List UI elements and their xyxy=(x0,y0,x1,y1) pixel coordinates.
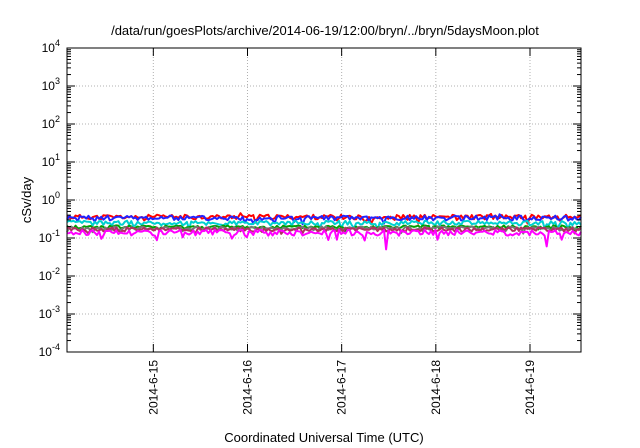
y-axis-label: cSv/day xyxy=(19,176,34,223)
y-tick-label: 10-3 xyxy=(39,304,60,321)
chart-title: /data/run/goesPlots/archive/2014-06-19/1… xyxy=(111,23,539,38)
series-line xyxy=(66,213,582,226)
y-tick-label: 104 xyxy=(42,38,60,55)
series-line xyxy=(66,228,582,251)
plot-frame xyxy=(66,47,582,353)
series-line xyxy=(66,226,582,235)
y-tick-labels: 10-4 10-3 10-2 10-1 100 101 102 103 104 xyxy=(39,38,60,359)
y-tick-label: 102 xyxy=(42,114,60,131)
y-tick-label: 10-4 xyxy=(39,342,60,359)
series-layer xyxy=(66,212,582,251)
y-tick-label: 10-1 xyxy=(39,228,60,245)
x-tick-label: 2014-6-19 xyxy=(523,360,537,415)
x-tick-labels: 2014-6-15 2014-6-16 2014-6-17 2014-6-18 2014… xyxy=(146,360,537,415)
y-tick-label: 103 xyxy=(42,76,60,93)
x-tick-label: 2014-6-17 xyxy=(335,360,349,415)
grid xyxy=(67,48,581,352)
y-tick-label: 10-2 xyxy=(39,266,60,283)
y-tick-label: 101 xyxy=(42,152,60,169)
ticks xyxy=(67,47,581,353)
x-tick-label: 2014-6-18 xyxy=(429,360,443,415)
series-line xyxy=(66,219,582,231)
y-tick-label: 100 xyxy=(42,190,60,207)
x-tick-label: 2014-6-15 xyxy=(146,360,160,415)
x-axis-label: Coordinated Universal Time (UTC) xyxy=(224,430,423,445)
x-tick-label: 2014-6-16 xyxy=(240,360,254,415)
